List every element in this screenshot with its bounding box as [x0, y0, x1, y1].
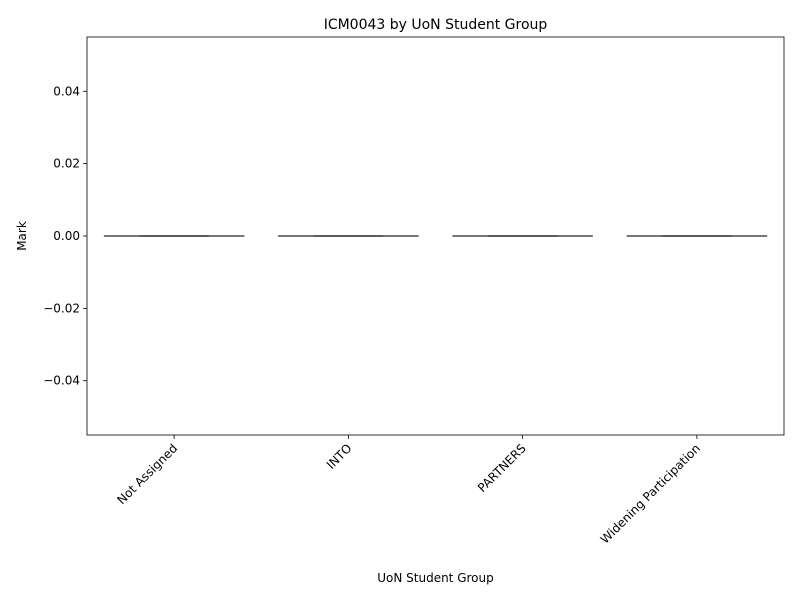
- y-tick-label: −0.04: [43, 374, 80, 388]
- x-tick-label: INTO: [324, 441, 355, 472]
- y-tick-label: 0.04: [53, 84, 80, 98]
- x-axis-label: UoN Student Group: [377, 571, 494, 585]
- chart-title: ICM0043 by UoN Student Group: [324, 17, 548, 33]
- x-tick-label: PARTNERS: [475, 441, 529, 495]
- x-tick-label: Widening Participation: [598, 441, 703, 546]
- plot-area: −0.04 −0.02 0.00 0.02 0.04 Not Assigned INTO PA…: [43, 36, 785, 546]
- y-tick-label: 0.02: [53, 157, 80, 171]
- y-tick-label: 0.00: [53, 229, 80, 243]
- y-axis-label: Mark: [15, 221, 29, 251]
- y-tick-label: −0.02: [43, 301, 80, 315]
- x-tick-label: Not Assigned: [114, 441, 180, 507]
